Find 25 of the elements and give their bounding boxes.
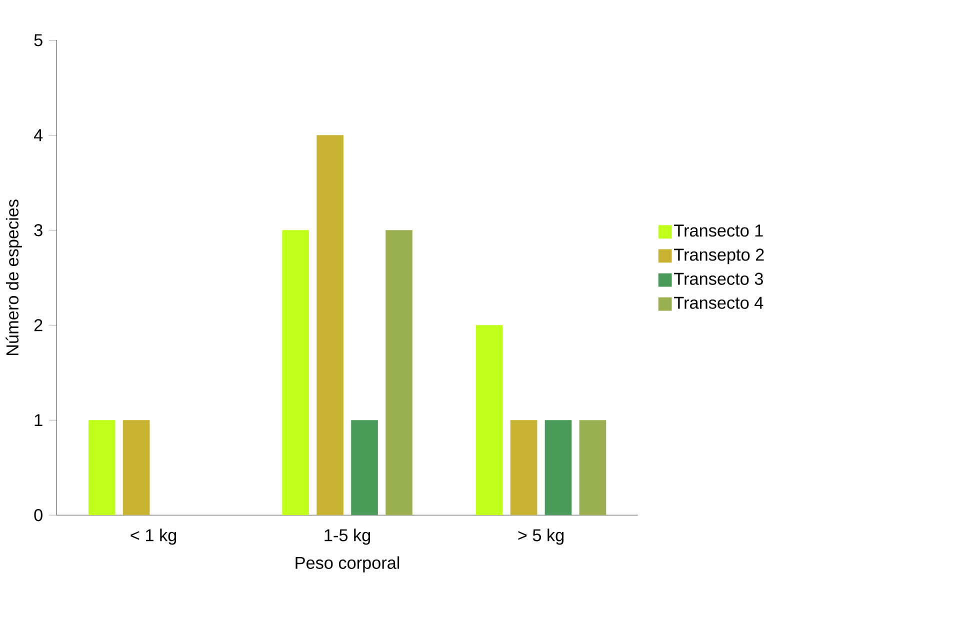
y-tick-label: 3 (34, 224, 42, 236)
bar (351, 420, 378, 516)
legend-label: Transepto 2 (674, 248, 764, 264)
bar (316, 135, 344, 516)
legend-label: Transecto 1 (674, 224, 763, 237)
bar (510, 420, 538, 516)
y-tick-label: 2 (34, 319, 42, 332)
bar (122, 420, 150, 516)
y-tick-label: 1 (34, 414, 42, 426)
y-axis-title: Número de especies (6, 200, 22, 355)
x-axis-title: Peso corporal (296, 556, 400, 572)
y-tick-label: 5 (34, 34, 42, 46)
x-tick-label: > 5 kg (518, 528, 564, 545)
legend-label: Transecto 4 (674, 296, 764, 309)
x-tick-label: 1-5 kg (324, 528, 370, 545)
bar (476, 325, 503, 516)
legend-label: Transecto 3 (674, 272, 763, 285)
y-tick-label: 4 (34, 129, 43, 142)
bar (544, 420, 572, 516)
y-tick-label: 0 (34, 509, 42, 522)
bar (282, 230, 309, 516)
bar (386, 230, 412, 516)
x-tick-label: < 1 kg (130, 528, 176, 545)
bar (88, 420, 116, 516)
bar (579, 420, 606, 516)
